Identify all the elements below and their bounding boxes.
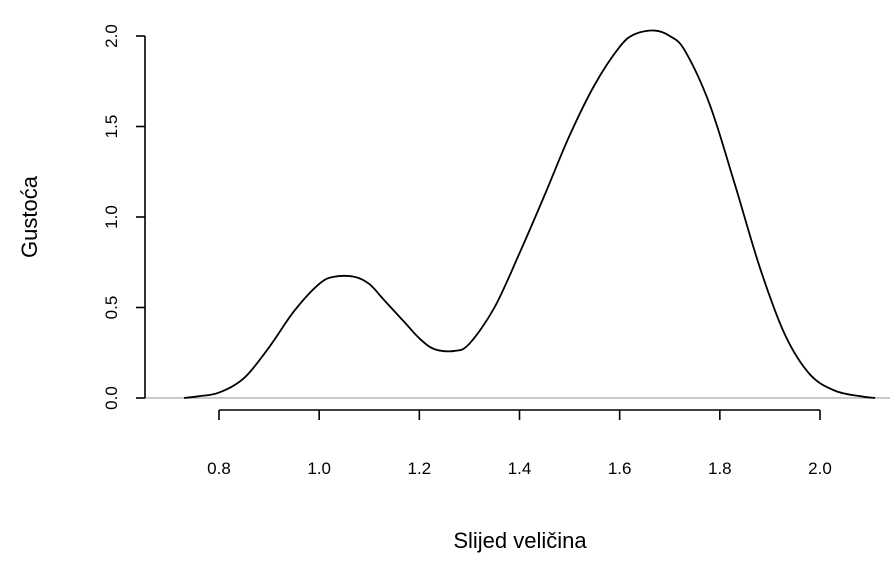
x-tick-label: 0.8 (207, 459, 231, 478)
x-tick-label: 1.8 (708, 459, 732, 478)
x-tick-label: 1.4 (508, 459, 532, 478)
x-tick-label: 1.2 (408, 459, 432, 478)
y-tick-label: 1.0 (102, 205, 121, 229)
x-tick-label: 1.0 (307, 459, 331, 478)
x-tick-label: 1.6 (608, 459, 632, 478)
y-tick-label: 0.0 (102, 386, 121, 410)
y-axis-title: Gustoća (17, 175, 42, 258)
y-tick-label: 1.5 (102, 115, 121, 139)
plot-area: 0.0 0.5 1.0 1.5 2.0 0.8 1.0 1.2 1.4 1.6 1.8 2.0 (102, 24, 890, 478)
y-tick-label: 0.5 (102, 296, 121, 320)
density-curve (183, 29, 876, 399)
x-tick-label: 2.0 (808, 459, 832, 478)
y-tick-label: 2.0 (102, 24, 121, 48)
x-axis-title: Slijed veličina (453, 528, 587, 553)
